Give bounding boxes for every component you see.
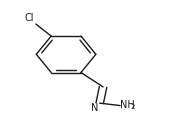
- Text: N: N: [91, 103, 98, 113]
- Text: Cl: Cl: [25, 13, 34, 23]
- Text: NH: NH: [120, 100, 135, 110]
- Text: 2: 2: [131, 104, 135, 110]
